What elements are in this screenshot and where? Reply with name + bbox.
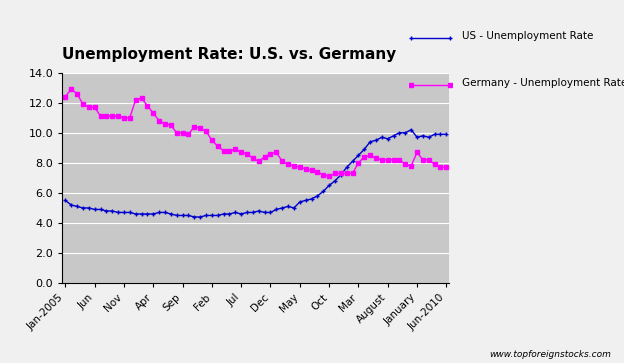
US - Unemployment Rate (366, 140, 374, 144)
Germany - Unemployment Rate (97, 114, 104, 118)
Text: US - Unemployment Rate: US - Unemployment Rate (462, 31, 593, 41)
US - Unemployment Rate (238, 212, 245, 216)
Text: Unemployment Rate: U.S. vs. Germany: Unemployment Rate: U.S. vs. Germany (62, 47, 397, 62)
US - Unemployment Rate (91, 207, 99, 212)
Germany - Unemployment Rate (67, 87, 75, 91)
US - Unemployment Rate (62, 198, 69, 203)
Line: US - Unemployment Rate: US - Unemployment Rate (63, 127, 449, 219)
US - Unemployment Rate (179, 213, 187, 218)
Text: Germany - Unemployment Rate: Germany - Unemployment Rate (462, 78, 624, 89)
Germany - Unemployment Rate (238, 150, 245, 155)
US - Unemployment Rate (155, 210, 163, 215)
US - Unemployment Rate (232, 210, 239, 215)
Germany - Unemployment Rate (185, 132, 192, 136)
US - Unemployment Rate (442, 132, 450, 136)
Germany - Unemployment Rate (62, 94, 69, 99)
Germany - Unemployment Rate (373, 156, 380, 160)
Germany - Unemployment Rate (325, 174, 333, 179)
Line: Germany - Unemployment Rate: Germany - Unemployment Rate (64, 87, 448, 178)
US - Unemployment Rate (407, 127, 415, 132)
Text: www.topforeignstocks.com: www.topforeignstocks.com (490, 350, 612, 359)
Germany - Unemployment Rate (232, 147, 239, 151)
Germany - Unemployment Rate (442, 165, 450, 170)
US - Unemployment Rate (190, 215, 198, 219)
Germany - Unemployment Rate (161, 122, 168, 126)
